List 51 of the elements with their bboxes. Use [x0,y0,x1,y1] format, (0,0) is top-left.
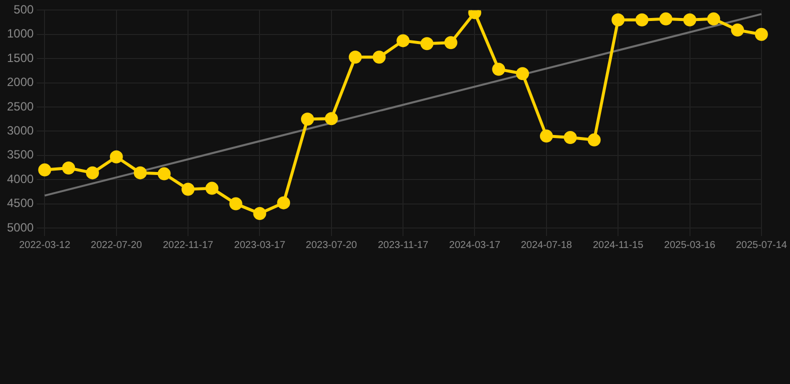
y-tick-label: 1500 [6,50,34,65]
y-tick-label: 5000 [6,220,34,234]
x-tick-label: 2024-11-15 [592,240,644,251]
x-tick-label: 2023-11-17 [378,240,429,251]
point [612,13,625,26]
point [300,112,314,126]
point [516,67,530,80]
point [420,37,434,50]
x-tick-label: 2022-11-17 [162,240,214,251]
point [731,24,744,37]
point [372,50,386,64]
point [205,182,218,195]
y-tick-label: 4000 [6,172,34,186]
point [396,34,410,48]
point [540,130,553,143]
y-tick-label: 3000 [6,124,34,138]
y-tick-label: 500 [14,2,34,17]
point [492,62,506,76]
x-tick-label: 2022-03-12 [19,240,71,251]
point [62,161,76,174]
x-tick-label: 2024-03-17 [449,240,501,251]
point [348,50,362,64]
point [564,130,577,144]
point [683,13,696,26]
point [588,133,601,146]
point [38,163,52,176]
point [277,196,290,210]
point [444,36,458,50]
point [635,13,648,26]
point [86,166,99,180]
y-tick-label: 2000 [6,75,34,90]
y-tick-label: 1000 [6,26,34,41]
point [229,197,242,210]
y-tick-label: 4500 [6,196,34,210]
point [754,28,768,41]
x-tick-label: 2023-07-20 [306,240,358,251]
x-tick-label: 2023-03-17 [234,240,286,251]
point [110,150,123,164]
point [324,112,338,126]
x-tick-label: 2024-07-18 [520,240,572,251]
y-tick-label: 2500 [6,99,34,114]
x-tick-label: 2022-07-20 [90,240,142,251]
point [134,166,147,180]
x-tick-label: 2025-03-16 [664,240,716,251]
y-tick-label: 3500 [6,148,34,162]
point [707,12,720,26]
point [158,167,171,180]
point [253,206,266,220]
point [182,182,195,196]
x-tick-label: 2025-07-14 [736,240,788,251]
point [659,12,672,26]
